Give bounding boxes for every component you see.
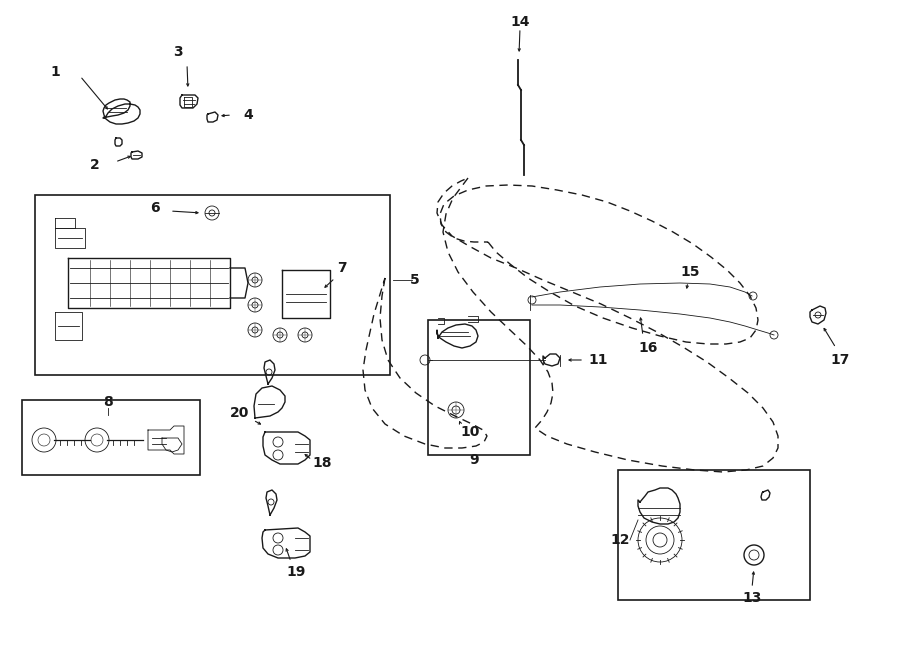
Text: 14: 14: [510, 15, 530, 29]
Text: 11: 11: [589, 353, 608, 367]
Text: 5: 5: [410, 273, 420, 287]
Bar: [22, 400, 200, 475]
Text: 2: 2: [90, 158, 100, 172]
Text: 3: 3: [173, 45, 183, 59]
Text: 7: 7: [338, 261, 346, 275]
Text: 18: 18: [312, 456, 332, 470]
Text: 8: 8: [104, 395, 112, 409]
Text: 17: 17: [831, 353, 850, 367]
Bar: [618, 470, 810, 600]
Text: 20: 20: [230, 406, 249, 420]
Text: 13: 13: [742, 591, 761, 605]
Text: 19: 19: [286, 565, 306, 579]
Text: 4: 4: [243, 108, 253, 122]
Text: 10: 10: [460, 425, 480, 439]
Text: 15: 15: [680, 265, 700, 279]
Text: 12: 12: [610, 533, 630, 547]
Text: 1: 1: [50, 65, 60, 79]
Bar: [428, 320, 530, 455]
Text: 16: 16: [638, 341, 658, 355]
Bar: [35, 195, 390, 375]
Text: 9: 9: [469, 453, 479, 467]
Text: 6: 6: [150, 201, 160, 215]
